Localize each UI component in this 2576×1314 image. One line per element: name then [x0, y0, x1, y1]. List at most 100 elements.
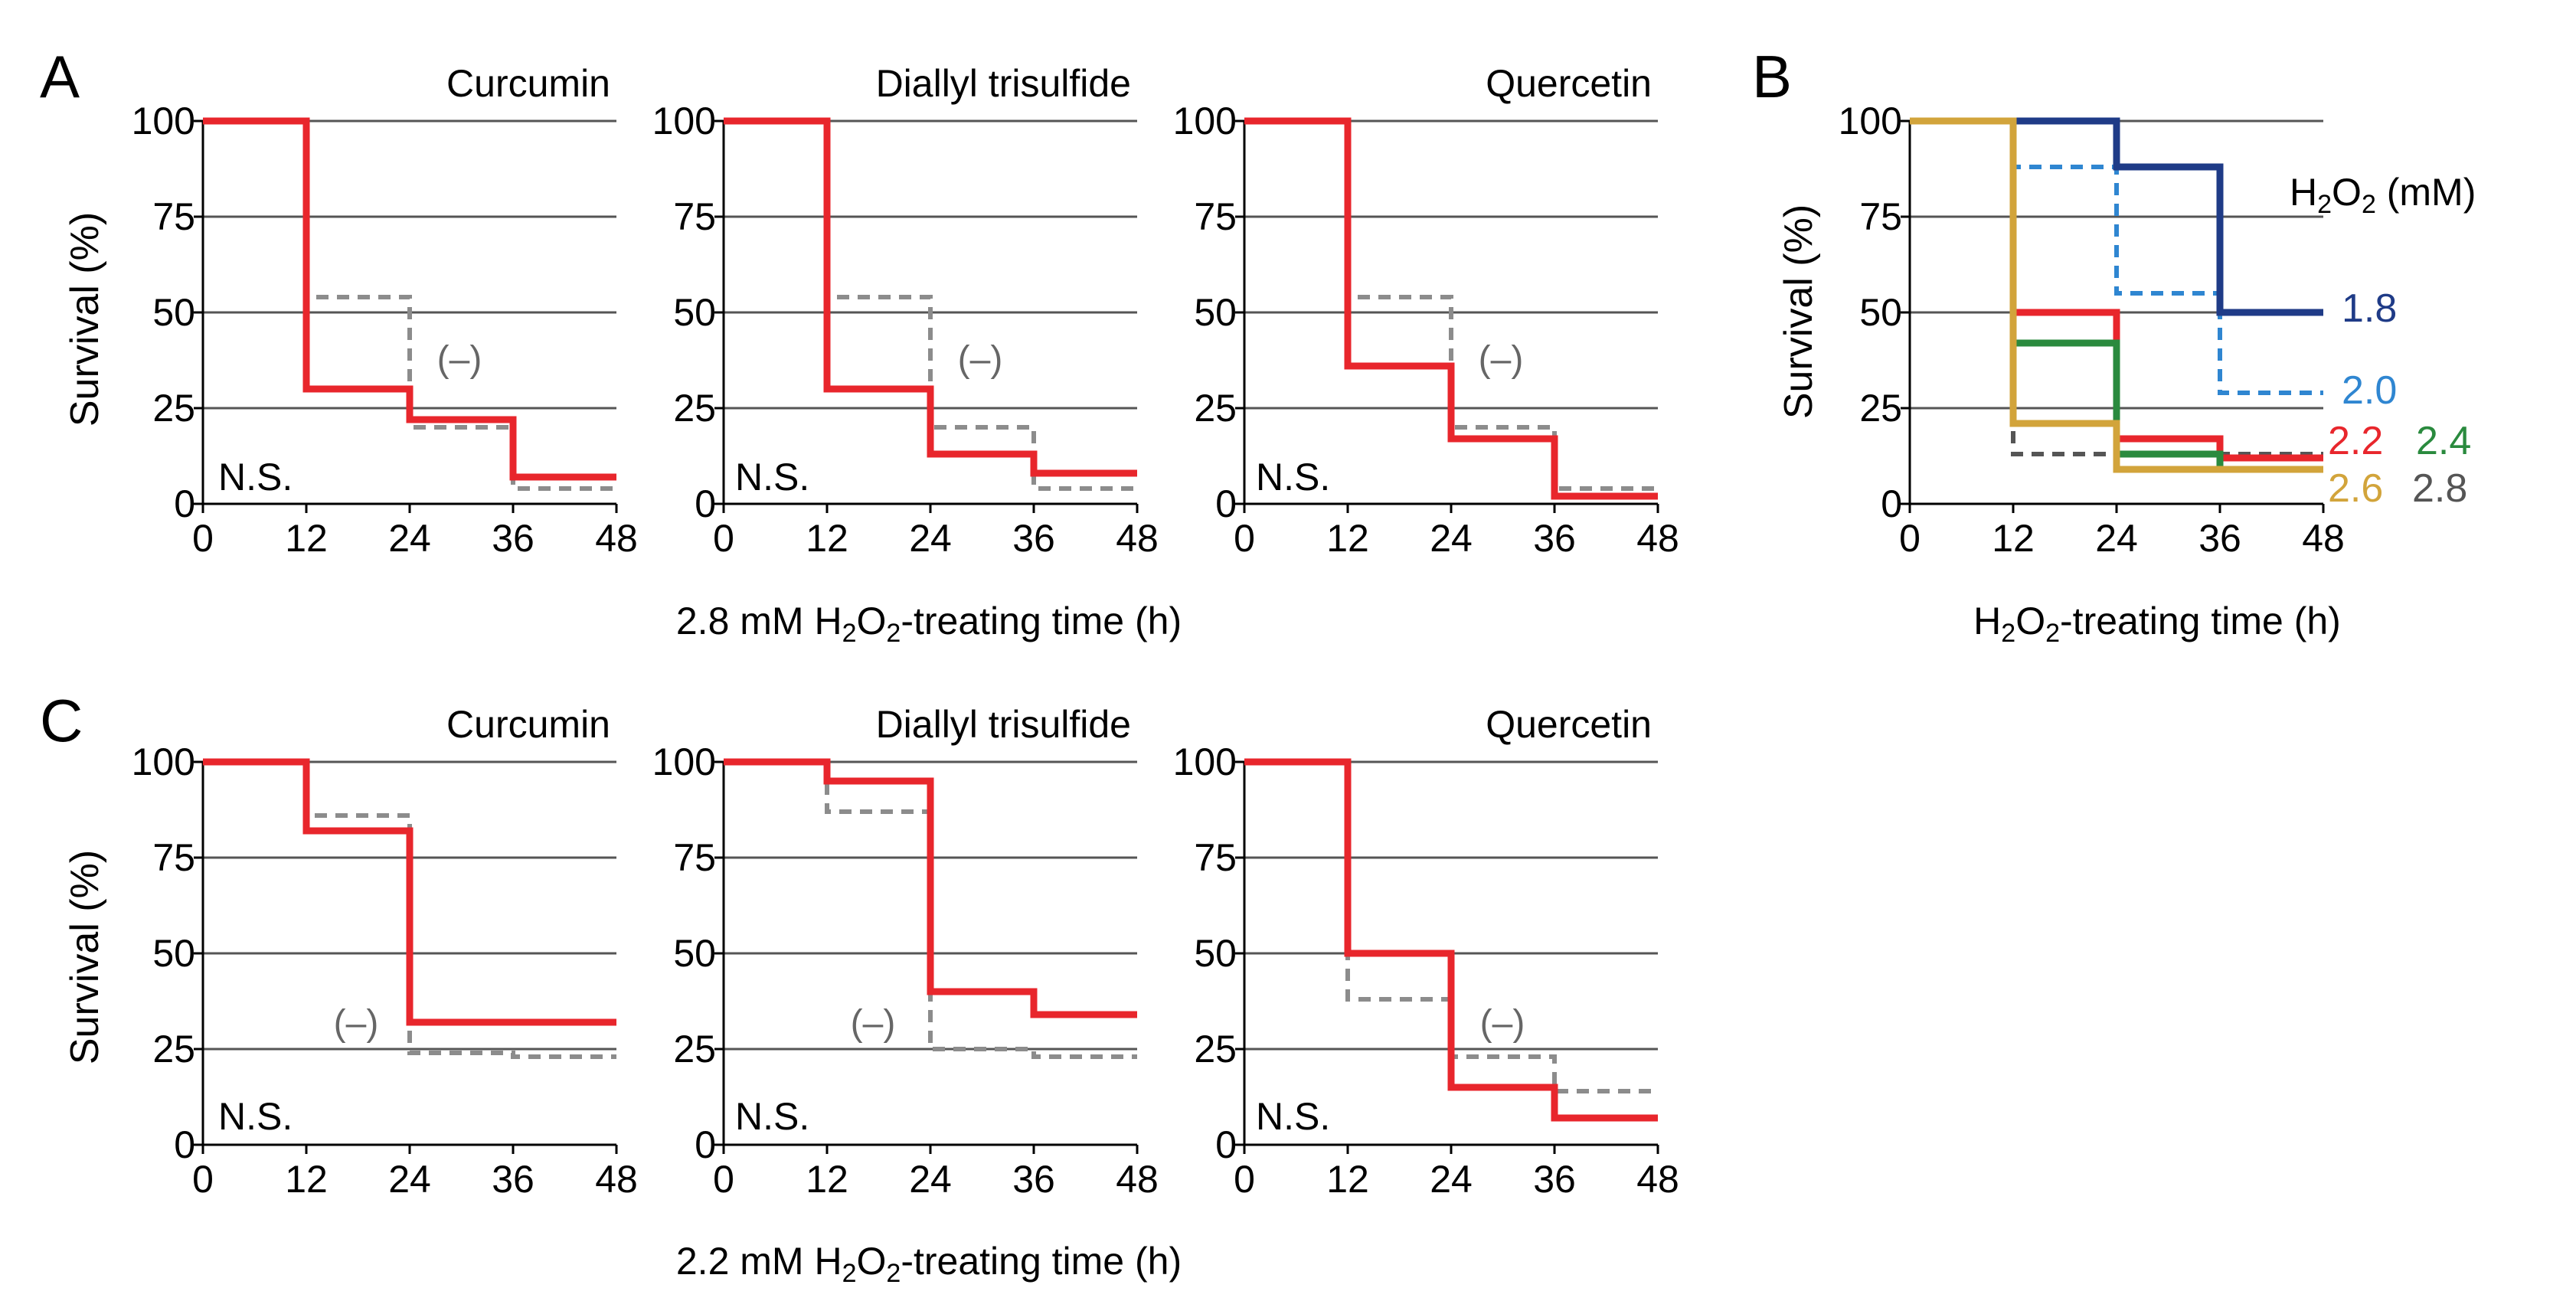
y-tick-label: 50 — [1194, 291, 1237, 334]
y-tick-label: 0 — [1215, 482, 1237, 525]
chart-title: Quercetin — [1486, 62, 1652, 105]
chart-c-quercetin: 0 12 24 36 48 0 25 50 75 100 Quercetin N.S. (–) — [1173, 703, 1679, 1201]
y-tick-label: 75 — [673, 195, 716, 238]
x-tick-label: 12 — [806, 517, 848, 560]
y-tick-label: 50 — [1194, 932, 1237, 975]
y-tick-label: 50 — [152, 291, 195, 334]
x-tick-label: 36 — [1012, 517, 1055, 560]
x-tick-label: 12 — [806, 1158, 848, 1201]
y-tick-label: 0 — [1881, 482, 1902, 525]
x-tick-label: 48 — [595, 1158, 638, 1201]
y-tick-label: 25 — [1194, 387, 1237, 430]
x-tick-label: 36 — [1012, 1158, 1055, 1201]
y-tick-label: 25 — [1859, 387, 1902, 430]
panel-letter-b: B — [1752, 43, 1792, 110]
y-tick-label: 75 — [152, 836, 195, 879]
x-tick-label: 0 — [192, 517, 214, 560]
chart-a-quercetin: 0 12 24 36 48 0 25 50 75 100 Quercetin N.S. (–) — [1173, 62, 1679, 560]
control-annotation: (–) — [437, 339, 482, 380]
panel-letter-a: A — [40, 43, 80, 110]
legend-title: H2O2 (mM) — [2290, 171, 2476, 219]
y-tick-label: 75 — [1859, 195, 1902, 238]
x-tick-label: 48 — [2302, 517, 2345, 560]
y-tick-label: 0 — [174, 1123, 195, 1166]
x-axis-label-a: 2.8 mM H2O2-treating time (h) — [676, 600, 1182, 648]
y-tick-label: 100 — [652, 740, 716, 783]
y-axis-label-c: Survival (%) — [63, 850, 107, 1064]
x-tick-label: 12 — [285, 517, 328, 560]
y-tick-label: 100 — [1173, 100, 1237, 142]
chart-title: Curcumin — [446, 62, 610, 105]
y-tick-label: 75 — [673, 836, 716, 879]
x-tick-label: 24 — [909, 517, 952, 560]
y-tick-label: 0 — [695, 482, 716, 525]
chart-c-diallyl-trisulfide: 0 12 24 36 48 0 25 50 75 100 Diallyl trisulfide N.S… — [652, 703, 1159, 1201]
chart-title: Diallyl trisulfide — [876, 703, 1131, 746]
control-annotation: (–) — [1480, 1003, 1525, 1044]
series-line-diallyl-trisulfide — [724, 758, 1137, 1018]
control-annotation: (–) — [334, 1003, 379, 1044]
x-tick-label: 24 — [909, 1158, 952, 1201]
y-tick-label: 25 — [673, 387, 716, 430]
ns-annotation: N.S. — [218, 1095, 293, 1138]
x-tick-label: 48 — [1116, 1158, 1159, 1201]
y-tick-label: 50 — [152, 932, 195, 975]
y-tick-label: 75 — [1194, 836, 1237, 879]
x-tick-label: 36 — [2198, 517, 2241, 560]
legend-value-2-8: 2.8 — [2412, 466, 2467, 511]
series-line- — [203, 119, 616, 491]
chart-title: Diallyl trisulfide — [876, 62, 1131, 105]
chart-c-curcumin: 0 12 24 36 48 0 25 50 75 100 Curcumin N.S. (–) — [132, 703, 638, 1201]
x-tick-label: 36 — [1533, 517, 1576, 560]
y-tick-label: 50 — [673, 291, 716, 334]
y-axis-label-b: Survival (%) — [1777, 204, 1821, 419]
x-tick-label: 48 — [1116, 517, 1159, 560]
y-tick-label: 0 — [695, 1123, 716, 1166]
series-line-diallyl-trisulfide — [724, 117, 1137, 477]
x-axis-label-c: 2.2 mM H2O2-treating time (h) — [676, 1240, 1182, 1288]
legend-value-2-4: 2.4 — [2416, 419, 2471, 463]
y-tick-label: 100 — [132, 740, 195, 783]
y-tick-label: 75 — [1194, 195, 1237, 238]
chart-b-dose-response: 0 12 24 36 48 0 25 50 75 100 1.8 2.0 2.2 2.4 2.6 2.8 — [1839, 100, 2472, 560]
ns-annotation: N.S. — [1256, 1095, 1330, 1138]
y-tick-label: 25 — [152, 387, 195, 430]
x-tick-label: 24 — [388, 517, 431, 560]
y-tick-label: 25 — [1194, 1028, 1237, 1070]
y-tick-label: 0 — [174, 482, 195, 525]
control-annotation: (–) — [1479, 339, 1524, 380]
x-tick-label: 12 — [1326, 1158, 1369, 1201]
x-tick-label: 24 — [1430, 517, 1473, 560]
legend-value-2-2: 2.2 — [2328, 419, 2383, 463]
x-tick-label: 36 — [1533, 1158, 1576, 1201]
x-tick-label: 0 — [1899, 517, 1921, 560]
chart-a-diallyl-trisulfide: 0 12 24 36 48 0 25 50 75 100 Diallyl trisulfide N.S… — [652, 62, 1159, 560]
panel-letter-c: C — [40, 687, 83, 754]
y-tick-label: 100 — [1173, 740, 1237, 783]
x-tick-label: 12 — [1992, 517, 2035, 560]
x-tick-label: 0 — [192, 1158, 214, 1201]
x-tick-label: 24 — [388, 1158, 431, 1201]
y-tick-label: 50 — [1859, 291, 1902, 334]
chart-title: Curcumin — [446, 703, 610, 746]
x-tick-label: 0 — [1234, 1158, 1255, 1201]
series-line-quercetin — [1244, 758, 1658, 1122]
x-tick-label: 12 — [285, 1158, 328, 1201]
legend-value-1-8: 1.8 — [2342, 286, 2397, 331]
y-tick-label: 100 — [1839, 100, 1902, 142]
series-line-2.6 — [1910, 117, 2323, 473]
x-tick-label: 0 — [1234, 517, 1255, 560]
chart-a-curcumin: 0 12 24 36 48 0 25 50 75 100 Curcumin N.S. (–) — [132, 62, 638, 560]
legend-value-2-6: 2.6 — [2328, 466, 2383, 511]
x-tick-label: 24 — [1430, 1158, 1473, 1201]
ns-annotation: N.S. — [218, 456, 293, 498]
y-tick-label: 50 — [673, 932, 716, 975]
x-tick-label: 0 — [713, 517, 734, 560]
x-tick-label: 48 — [595, 517, 638, 560]
ns-annotation: N.S. — [735, 456, 809, 498]
x-tick-label: 0 — [713, 1158, 734, 1201]
y-tick-label: 100 — [652, 100, 716, 142]
y-tick-label: 25 — [152, 1028, 195, 1070]
series-line-quercetin — [1244, 117, 1658, 500]
